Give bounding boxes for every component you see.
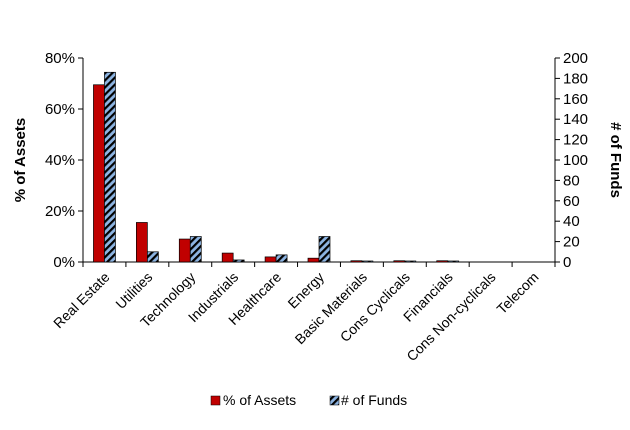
y-left-axis-title: % of Assets xyxy=(12,118,29,202)
bar-num-funds xyxy=(404,260,417,263)
legend-label-pct-assets: % of Assets xyxy=(223,392,296,408)
bar-num-funds xyxy=(318,236,331,263)
y-right-tick-label: 40 xyxy=(563,213,580,230)
bar-pct-assets xyxy=(436,260,449,263)
y-right-axis-title: # of Funds xyxy=(607,122,624,198)
bar-num-funds xyxy=(232,259,245,263)
bar-pct-assets xyxy=(93,84,105,263)
x-category-label: Energy xyxy=(284,269,327,312)
bar-num-funds xyxy=(189,236,202,263)
y-right-tick-label: 60 xyxy=(563,193,580,210)
bar-num-funds xyxy=(361,260,374,263)
y-left-tick-label: 0% xyxy=(53,254,75,271)
bar-pct-assets xyxy=(264,256,277,263)
chart-labels: Real Estate UtilitiesTechnologyIndustrial… xyxy=(50,269,542,365)
y-left-tick-label: 40% xyxy=(45,152,75,169)
bar-num-funds xyxy=(275,254,288,263)
y-right-tick-label: 120 xyxy=(563,132,588,149)
chart-axes: 0% 20% 40% 60% 80% 0 20 40 60 80 100 120 140 160 180 20… xyxy=(12,50,624,271)
legend-swatch-num-funds xyxy=(329,395,340,406)
y-left-tick-label: 20% xyxy=(45,203,75,220)
bar-pct-assets xyxy=(178,238,191,263)
bar-num-funds xyxy=(104,71,116,263)
chart-bars xyxy=(93,71,460,263)
y-left-tick-label: 60% xyxy=(45,101,75,118)
bar-num-funds xyxy=(147,251,159,263)
bar-pct-assets xyxy=(307,257,320,263)
bar-pct-assets xyxy=(393,260,406,263)
y-right-tick-label: 80 xyxy=(563,172,580,189)
y-right-tick-label: 20 xyxy=(563,234,580,251)
y-left-tick-label: 80% xyxy=(45,50,75,67)
y-right-tick-label: 180 xyxy=(563,70,588,87)
x-category-label: Telecom xyxy=(493,269,541,317)
y-right-tick-label: 100 xyxy=(563,152,588,169)
y-right-tick-label: 0 xyxy=(563,254,571,271)
y-right-tick-label: 140 xyxy=(563,111,588,128)
bar-pct-assets xyxy=(350,260,363,263)
y-right-tick-label: 200 xyxy=(563,50,588,67)
legend-label-num-funds: # of Funds xyxy=(341,392,407,408)
bar-num-funds xyxy=(447,260,460,263)
chart-legend: % of Assets # of Funds xyxy=(210,392,407,408)
bar-pct-assets xyxy=(136,222,148,263)
bar-pct-assets xyxy=(221,252,234,263)
x-category-label: Real Estate xyxy=(50,269,113,332)
y-right-tick-label: 160 xyxy=(563,91,588,108)
legend-swatch-pct-assets xyxy=(210,395,221,406)
